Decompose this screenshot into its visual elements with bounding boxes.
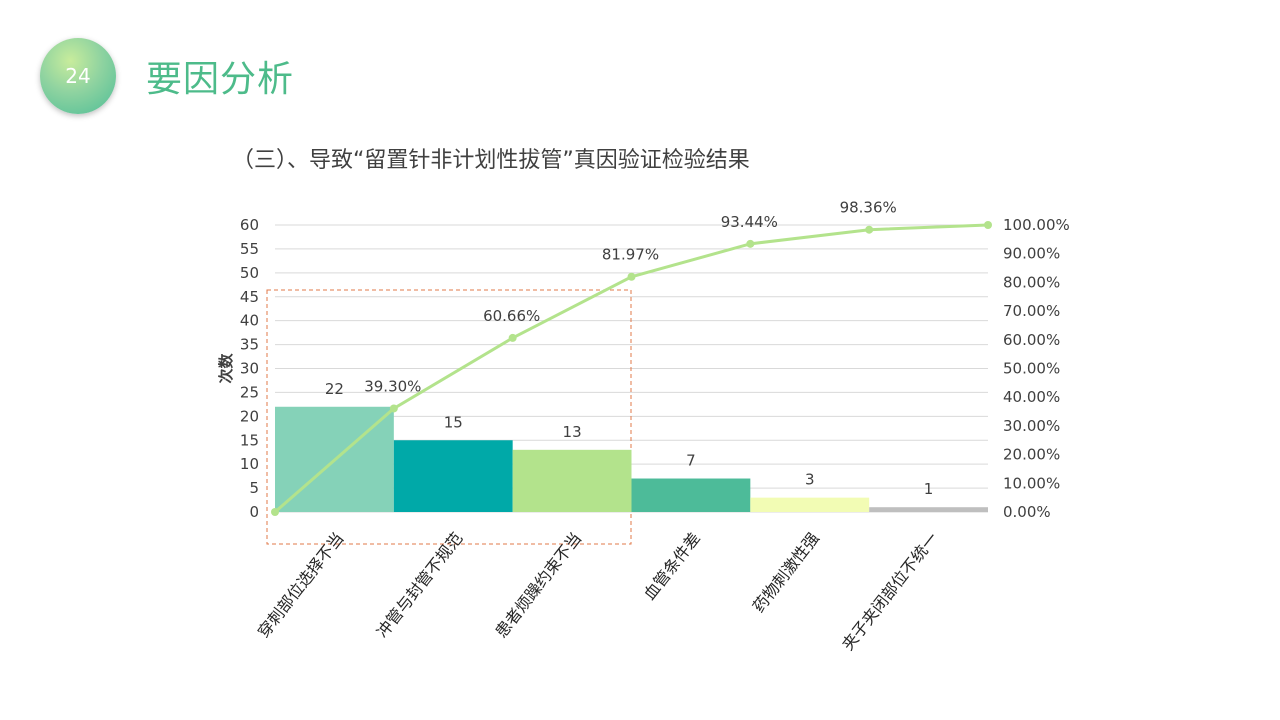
category-label: 夹子夹闭部位不统一 [838, 529, 942, 654]
highlight-box [266, 289, 632, 545]
bar-value-label: 13 [563, 423, 582, 441]
y-tick-label: 20 [240, 407, 259, 425]
cumulative-label: 81.97% [602, 246, 659, 264]
cumulative-point [508, 333, 517, 342]
y-tick-label: 60 [240, 216, 259, 234]
y-tick-label: 10 [240, 455, 259, 473]
cumulative-point [271, 508, 279, 516]
page-number-badge: 24 [40, 38, 116, 114]
y-tick-label: 5 [249, 479, 259, 497]
bar-value-label: 1 [924, 480, 934, 498]
category-label: 血管条件差 [640, 529, 704, 604]
highlight-rect [266, 289, 632, 545]
category-label: 药物刺激性强 [749, 529, 823, 616]
bars [275, 406, 988, 512]
y2-tick-label: 70.00% [1003, 302, 1060, 320]
bar [869, 507, 988, 512]
cumulative-label: 93.44% [721, 213, 778, 231]
cumulative-point [627, 272, 636, 281]
bar-value-label: 22 [325, 380, 344, 398]
y2-tick-label: 30.00% [1003, 417, 1060, 435]
bar-value-label: 3 [805, 471, 815, 489]
cumulative-point [865, 225, 874, 234]
y2-tick-label: 80.00% [1003, 273, 1060, 291]
y2-tick-label: 40.00% [1003, 388, 1060, 406]
cumulative-point [746, 239, 755, 248]
page-number: 24 [65, 64, 91, 88]
y-tick-label: 25 [240, 383, 259, 401]
bar [750, 497, 870, 512]
y2-tick-label: 90.00% [1003, 245, 1060, 263]
bar [393, 440, 513, 512]
page-title: 要因分析 [146, 59, 295, 100]
cumulative-point [389, 404, 398, 413]
cumulative-line [271, 221, 992, 516]
y2-tick-label: 10.00% [1003, 474, 1060, 492]
bar [512, 449, 632, 512]
y-tick-label: 35 [240, 336, 259, 354]
y2-tick-label: 0.00% [1003, 503, 1051, 521]
bar-value-label: 15 [444, 413, 463, 431]
y-tick-label: 55 [240, 240, 259, 258]
y2-tick-label: 100.00% [1003, 216, 1070, 234]
y2-tick-label: 60.00% [1003, 331, 1060, 349]
bar-value-label: 7 [686, 452, 696, 470]
y-tick-label: 40 [240, 312, 259, 330]
bar [631, 478, 751, 512]
cumulative-point [984, 221, 992, 229]
category-label: 冲管与封管不规范 [373, 529, 467, 642]
cumulative-label: 98.36% [840, 199, 897, 217]
cumulative-label: 60.66% [483, 307, 540, 325]
y-tick-label: 45 [240, 288, 259, 306]
category-label: 患者烦躁约束不当 [491, 529, 585, 642]
chart-subtitle: （三）、导致“留置针非计划性拔管”真因验证检验结果 [232, 148, 750, 173]
y2-tick-label: 50.00% [1003, 360, 1060, 378]
y-tick-label: 50 [240, 264, 259, 282]
y-axis-title: 次数 [217, 353, 235, 384]
y-tick-label: 30 [240, 360, 259, 378]
y-tick-label: 15 [240, 431, 259, 449]
y-tick-label: 0 [249, 503, 259, 521]
cumulative-label: 39.30% [364, 377, 421, 395]
y2-tick-label: 20.00% [1003, 446, 1060, 464]
category-label: 穿刺部位选择不当 [254, 529, 348, 642]
